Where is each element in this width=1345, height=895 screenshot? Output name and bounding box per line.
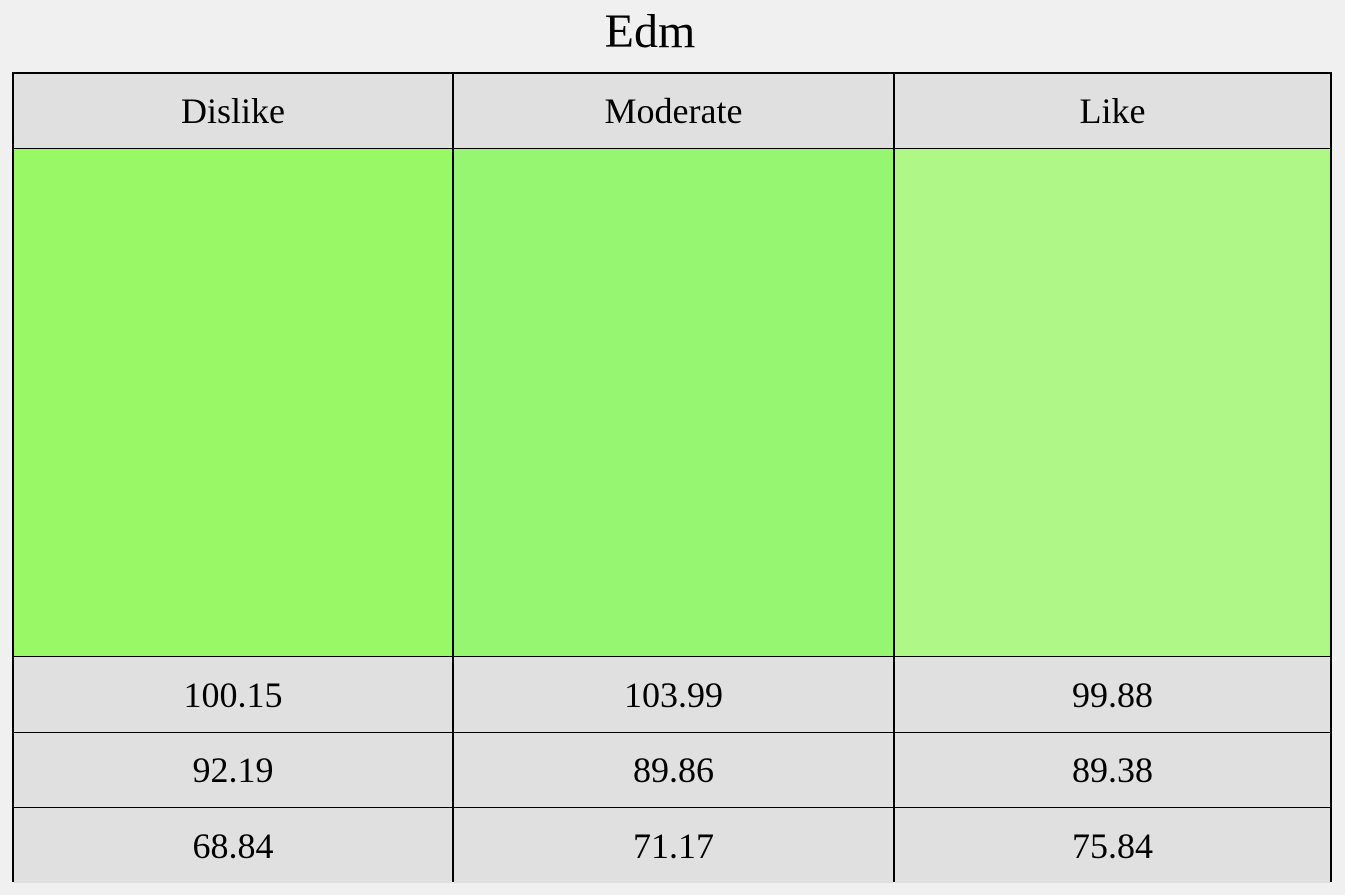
table-cell: 100.15 (14, 658, 452, 733)
column-divider (893, 74, 895, 880)
table-cell: 68.84 (14, 808, 452, 883)
table-cell: 103.99 (454, 658, 893, 733)
color-cell (454, 149, 893, 657)
color-cell (895, 149, 1330, 657)
table-cell: 89.86 (454, 733, 893, 808)
column-dislike: Dislike 100.15 92.19 68.84 (14, 74, 452, 883)
column-like: Like 99.88 89.38 75.84 (895, 74, 1330, 883)
table-cell: 75.84 (895, 808, 1330, 883)
column-divider (452, 74, 454, 880)
chart-title: Edm (604, 5, 696, 58)
data-table: Dislike 100.15 92.19 68.84 Moderate 103.… (12, 72, 1332, 883)
column-header: Moderate (454, 74, 893, 149)
color-cell (14, 149, 452, 657)
table-cell: 71.17 (454, 808, 893, 883)
table-cell: 92.19 (14, 733, 452, 808)
column-moderate: Moderate 103.99 89.86 71.17 (454, 74, 893, 883)
table-cell: 89.38 (895, 733, 1330, 808)
table-cell: 99.88 (895, 658, 1330, 733)
column-header: Dislike (14, 74, 452, 149)
column-header: Like (895, 74, 1330, 149)
